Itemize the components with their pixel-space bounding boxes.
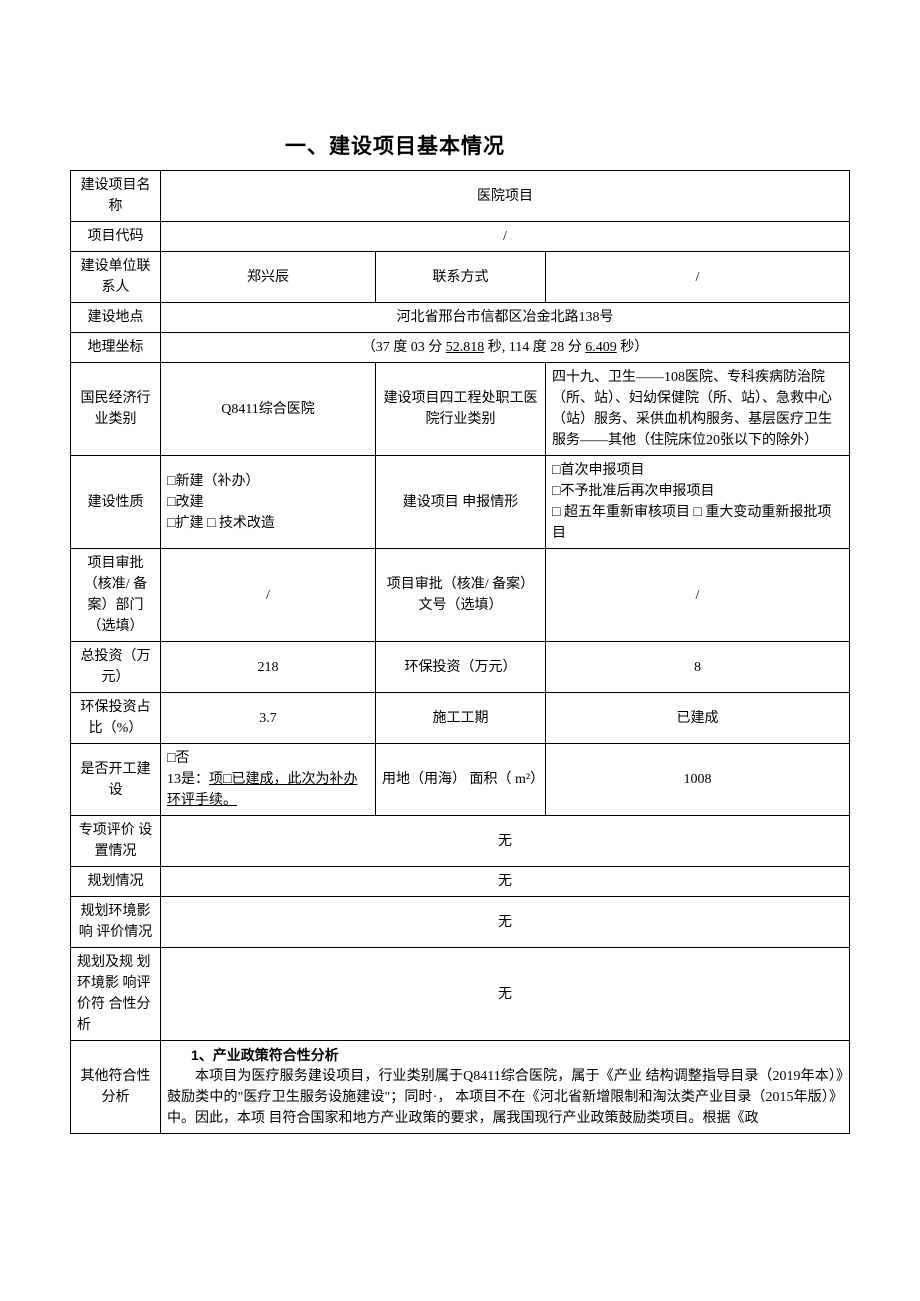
label-project-name: 建设项目名称	[71, 171, 161, 222]
value-plan: 无	[161, 867, 850, 897]
value-started: □否 13是：项□已建成，此次为补办环评手续。	[161, 744, 376, 816]
table-row: 专项评价 设置情况 无	[71, 816, 850, 867]
section-title: 一、建设项目基本情况	[250, 130, 540, 160]
table-row: 是否开工建设 □否 13是：项□已建成，此次为补办环评手续。 用地（用海） 面积…	[71, 744, 850, 816]
table-row: 规划及规 划环境影 响评价符 合性分析 无	[71, 948, 850, 1041]
table-row: 建设项目名称 医院项目	[71, 171, 850, 222]
value-env-ratio: 3.7	[161, 693, 376, 744]
coord-prefix: （37 度 03 分	[362, 340, 446, 355]
value-coords: （37 度 03 分 52.818 秒, 114 度 28 分 6.409 秒）	[161, 333, 850, 363]
label-plan-conform: 规划及规 划环境影 响评价符 合性分析	[71, 948, 161, 1041]
label-plan-env: 规划环境影响 评价情况	[71, 897, 161, 948]
started-line2-pre: 13是：	[167, 772, 209, 787]
value-plan-conform: 无	[161, 948, 850, 1041]
value-approve-no: /	[546, 549, 850, 642]
project-info-table: 建设项目名称 医院项目 项目代码 / 建设单位联系人 郑兴辰 联系方式 / 建设…	[70, 170, 850, 1134]
value-special-eval: 无	[161, 816, 850, 867]
label-approve-dept: 项目审批（核准/ 备案）部门（选填）	[71, 549, 161, 642]
value-declare: □首次申报项目 □不予批准后再次申报项目 □ 超五年重新审核项目 □ 重大变动重…	[546, 456, 850, 549]
label-approve-no: 项目审批（核准/ 备案）文号（选填）	[376, 549, 546, 642]
label-period: 施工工期	[376, 693, 546, 744]
label-project-code: 项目代码	[71, 222, 161, 252]
table-row: 环保投资占比（%） 3.7 施工工期 已建成	[71, 693, 850, 744]
analysis-subhead: 1、产业政策符合性分析	[191, 1045, 843, 1066]
label-total-invest: 总投资（万元）	[71, 642, 161, 693]
value-project-code: /	[161, 222, 850, 252]
table-row: 规划环境影响 评价情况 无	[71, 897, 850, 948]
label-started: 是否开工建设	[71, 744, 161, 816]
label-nature: 建设性质	[71, 456, 161, 549]
table-row: 地理坐标 （37 度 03 分 52.818 秒, 114 度 28 分 6.4…	[71, 333, 850, 363]
label-special-eval: 专项评价 设置情况	[71, 816, 161, 867]
table-row: 项目审批（核准/ 备案）部门（选填） / 项目审批（核准/ 备案）文号（选填） …	[71, 549, 850, 642]
value-period: 已建成	[546, 693, 850, 744]
table-row: 建设单位联系人 郑兴辰 联系方式 /	[71, 252, 850, 303]
table-row: 其他符合性分析 1、产业政策符合性分析 本项目为医疗服务建设项目，行业类别属于Q…	[71, 1041, 850, 1134]
label-env-invest: 环保投资（万元）	[376, 642, 546, 693]
table-row: 建设性质 □新建（补办） □改建 □扩建 □ 技术改造 建设项目 申报情形 □首…	[71, 456, 850, 549]
table-row: 项目代码 /	[71, 222, 850, 252]
value-address: 河北省邢台市信都区冶金北路138号	[161, 303, 850, 333]
value-contact-way: /	[546, 252, 850, 303]
label-industry2: 建设项目四工程处职工医院行业类别	[376, 363, 546, 456]
analysis-paragraph: 本项目为医疗服务建设项目，行业类别属于Q8411综合医院，属于《产业 结构调整指…	[167, 1066, 843, 1129]
label-declare: 建设项目 申报情形	[376, 456, 546, 549]
coord-mid: 秒, 114 度 28 分	[484, 340, 585, 355]
label-coords: 地理坐标	[71, 333, 161, 363]
table-row: 建设地点 河北省邢台市信都区冶金北路138号	[71, 303, 850, 333]
coord-sec1: 52.818	[446, 340, 485, 355]
label-plan: 规划情况	[71, 867, 161, 897]
value-industry2: 四十九、卫生——108医院、专科疾病防治院（所、站）、妇幼保健院（所、站）、急救…	[546, 363, 850, 456]
table-row: 国民经济行业类别 Q8411综合医院 建设项目四工程处职工医院行业类别 四十九、…	[71, 363, 850, 456]
table-row: 规划情况 无	[71, 867, 850, 897]
value-industry: Q8411综合医院	[161, 363, 376, 456]
table-row: 总投资（万元） 218 环保投资（万元） 8	[71, 642, 850, 693]
value-contact-person: 郑兴辰	[161, 252, 376, 303]
label-other-conform: 其他符合性分析	[71, 1041, 161, 1134]
value-landuse: 1008	[546, 744, 850, 816]
label-env-ratio: 环保投资占比（%）	[71, 693, 161, 744]
value-env-invest: 8	[546, 642, 850, 693]
label-industry: 国民经济行业类别	[71, 363, 161, 456]
coord-sec2: 6.409	[585, 340, 617, 355]
label-contact-way: 联系方式	[376, 252, 546, 303]
document-page: 一、建设项目基本情况 建设项目名称 医院项目 项目代码 / 建设单位联系人 郑兴…	[0, 0, 920, 1214]
coord-suffix: 秒）	[617, 340, 649, 355]
value-other-conform: 1、产业政策符合性分析 本项目为医疗服务建设项目，行业类别属于Q8411综合医院…	[161, 1041, 850, 1134]
label-address: 建设地点	[71, 303, 161, 333]
label-landuse: 用地（用海） 面积（ m²）	[376, 744, 546, 816]
label-contact-person: 建设单位联系人	[71, 252, 161, 303]
value-project-name: 医院项目	[161, 171, 850, 222]
value-approve-dept: /	[161, 549, 376, 642]
value-nature: □新建（补办） □改建 □扩建 □ 技术改造	[161, 456, 376, 549]
value-plan-env: 无	[161, 897, 850, 948]
started-line1: □否	[167, 751, 189, 766]
value-total-invest: 218	[161, 642, 376, 693]
